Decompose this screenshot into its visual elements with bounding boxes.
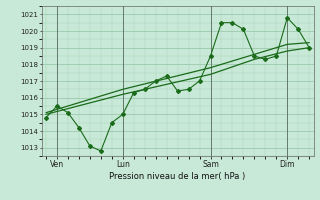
X-axis label: Pression niveau de la mer( hPa ): Pression niveau de la mer( hPa ) [109, 172, 246, 181]
